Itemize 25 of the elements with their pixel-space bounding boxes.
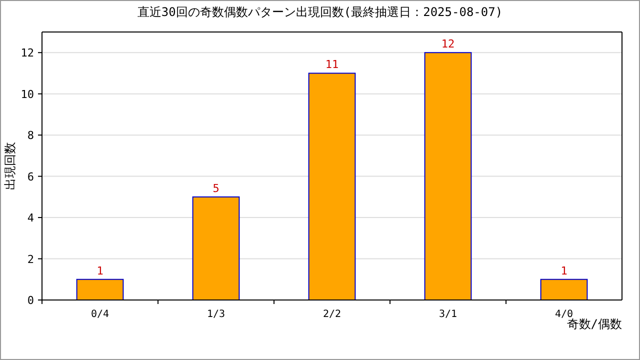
data-label: 1	[560, 264, 568, 278]
y-tick-label: 12	[20, 46, 34, 60]
x-tick-label: 3/1	[438, 309, 458, 320]
data-label: 1	[96, 264, 104, 278]
x-tick-label: 4/0	[554, 309, 574, 320]
y-tick-label: 4	[27, 212, 34, 225]
y-tick-label: 2	[27, 252, 34, 266]
x-tick-label: 1/3	[206, 309, 226, 320]
data-label: 11	[325, 58, 339, 72]
bar	[540, 278, 588, 300]
y-axis-title: 出現回数	[3, 142, 17, 190]
bar	[424, 52, 472, 300]
y-tick-label: 0	[27, 294, 34, 307]
y-tick-label: 6	[27, 170, 34, 184]
data-label: 5	[212, 182, 220, 195]
bar	[192, 196, 240, 300]
chart-title: 直近30回の奇数偶数パターン出現回数(最終抽選日：2025-08-07)	[137, 5, 503, 19]
bar	[76, 278, 124, 300]
data-label: 12	[441, 38, 455, 51]
x-axis-title: 奇数/偶数	[566, 317, 622, 331]
y-tick-label: 10	[20, 88, 34, 101]
bar	[308, 72, 356, 300]
y-tick-label: 8	[27, 129, 34, 142]
x-tick-label: 2/2	[322, 309, 342, 320]
x-tick-label: 0/4	[90, 309, 110, 320]
